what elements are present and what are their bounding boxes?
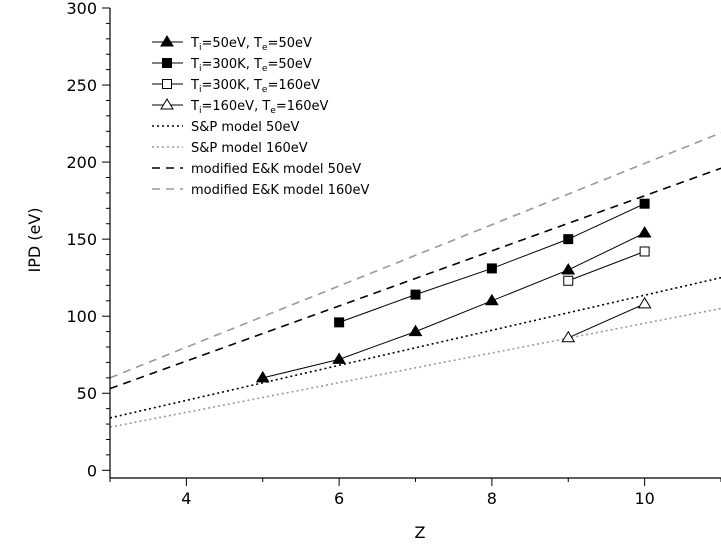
legend-label-1: Ti=300K, Te=50eV xyxy=(190,57,312,74)
legend-label-part: i xyxy=(199,106,202,116)
legend-label-part: T xyxy=(190,36,199,51)
legend-label-part: =160eV xyxy=(276,99,329,114)
x-axis-title: Z xyxy=(415,523,426,542)
legend-label-part: i xyxy=(199,43,202,53)
legend-label-5: S&P model 160eV xyxy=(191,141,308,156)
legend-marker-1 xyxy=(162,58,172,68)
data-point-3 xyxy=(561,330,576,343)
legend-label-part: =50eV, T xyxy=(201,36,262,51)
data-point-1 xyxy=(563,234,574,245)
legend-label-part: T xyxy=(190,99,199,114)
legend-label-part: modified E&K model 160eV xyxy=(191,183,369,198)
legend-marker-2 xyxy=(162,79,172,89)
data-point-1 xyxy=(486,263,497,274)
y-tick-label: 250 xyxy=(66,76,97,95)
y-axis-title: IPD (eV) xyxy=(25,207,44,272)
y-tick-label: 100 xyxy=(66,307,97,326)
series-line-6 xyxy=(109,167,721,390)
legend-label-part: =300K, T xyxy=(201,78,261,93)
legend-label-part: modified E&K model 50eV xyxy=(191,162,361,177)
legend-label-part: e xyxy=(262,64,268,74)
legend-label-6: modified E&K model 50eV xyxy=(191,162,361,177)
legend-label-part: S&P model 50eV xyxy=(191,120,300,135)
data-point-3 xyxy=(637,296,652,309)
series-line-7 xyxy=(109,132,721,379)
data-point-0 xyxy=(561,262,576,275)
legend-label-part: =160eV, T xyxy=(201,99,270,114)
legend-label-part: T xyxy=(190,57,199,72)
x-tick-label: 10 xyxy=(634,489,654,508)
data-point-1 xyxy=(639,198,650,209)
legend-label-4: S&P model 50eV xyxy=(191,120,300,135)
legend-label-part: i xyxy=(199,85,202,95)
data-point-0 xyxy=(408,324,423,337)
data-point-2 xyxy=(563,275,574,286)
y-tick-label: 300 xyxy=(66,0,97,18)
x-tick-label: 6 xyxy=(334,489,344,508)
series-line-0 xyxy=(262,232,645,379)
data-point-0 xyxy=(255,370,270,383)
legend-label-part: T xyxy=(190,78,199,93)
series-line-2 xyxy=(568,251,645,282)
plot-markers xyxy=(255,198,652,383)
data-point-0 xyxy=(332,352,347,364)
legend-label-part: =50eV xyxy=(268,36,312,51)
y-tick-label: 150 xyxy=(66,230,97,249)
data-point-1 xyxy=(334,317,345,328)
x-tick-label: 4 xyxy=(181,489,191,508)
legend-label-2: Ti=300K, Te=160eV xyxy=(190,78,320,95)
legend-label-part: e xyxy=(262,85,268,95)
legend-label-part: e xyxy=(270,106,276,116)
y-tick-label: 0 xyxy=(87,461,97,480)
legend-label-part: =50eV xyxy=(267,57,311,72)
plot-lines xyxy=(109,132,721,428)
legend-label-7: modified E&K model 160eV xyxy=(191,183,369,198)
series-line-3 xyxy=(568,303,645,339)
data-point-2 xyxy=(639,246,650,257)
data-point-0 xyxy=(637,226,652,238)
series-line-5 xyxy=(109,307,721,428)
data-point-0 xyxy=(484,293,499,306)
legend-label-3: Ti=160eV, Te=160eV xyxy=(190,99,329,116)
data-point-1 xyxy=(410,289,421,300)
legend-label-part: =300K, T xyxy=(201,57,261,72)
legend-label-part: e xyxy=(262,43,268,53)
y-tick-label: 50 xyxy=(77,384,97,403)
y-tick-label: 200 xyxy=(66,153,97,172)
legend-marker-3 xyxy=(160,98,174,110)
axes: 0 50 100 150 200 250 300 4 6 8 10 xyxy=(66,0,721,508)
legend-label-0: Ti=50eV, Te=50eV xyxy=(190,36,312,53)
legend-label-part: S&P model 160eV xyxy=(191,141,308,156)
x-tick-label: 8 xyxy=(487,489,497,508)
legend-label-part: i xyxy=(199,64,202,74)
legend-marker-0 xyxy=(160,35,174,47)
legend-label-part: =160eV xyxy=(267,78,320,93)
